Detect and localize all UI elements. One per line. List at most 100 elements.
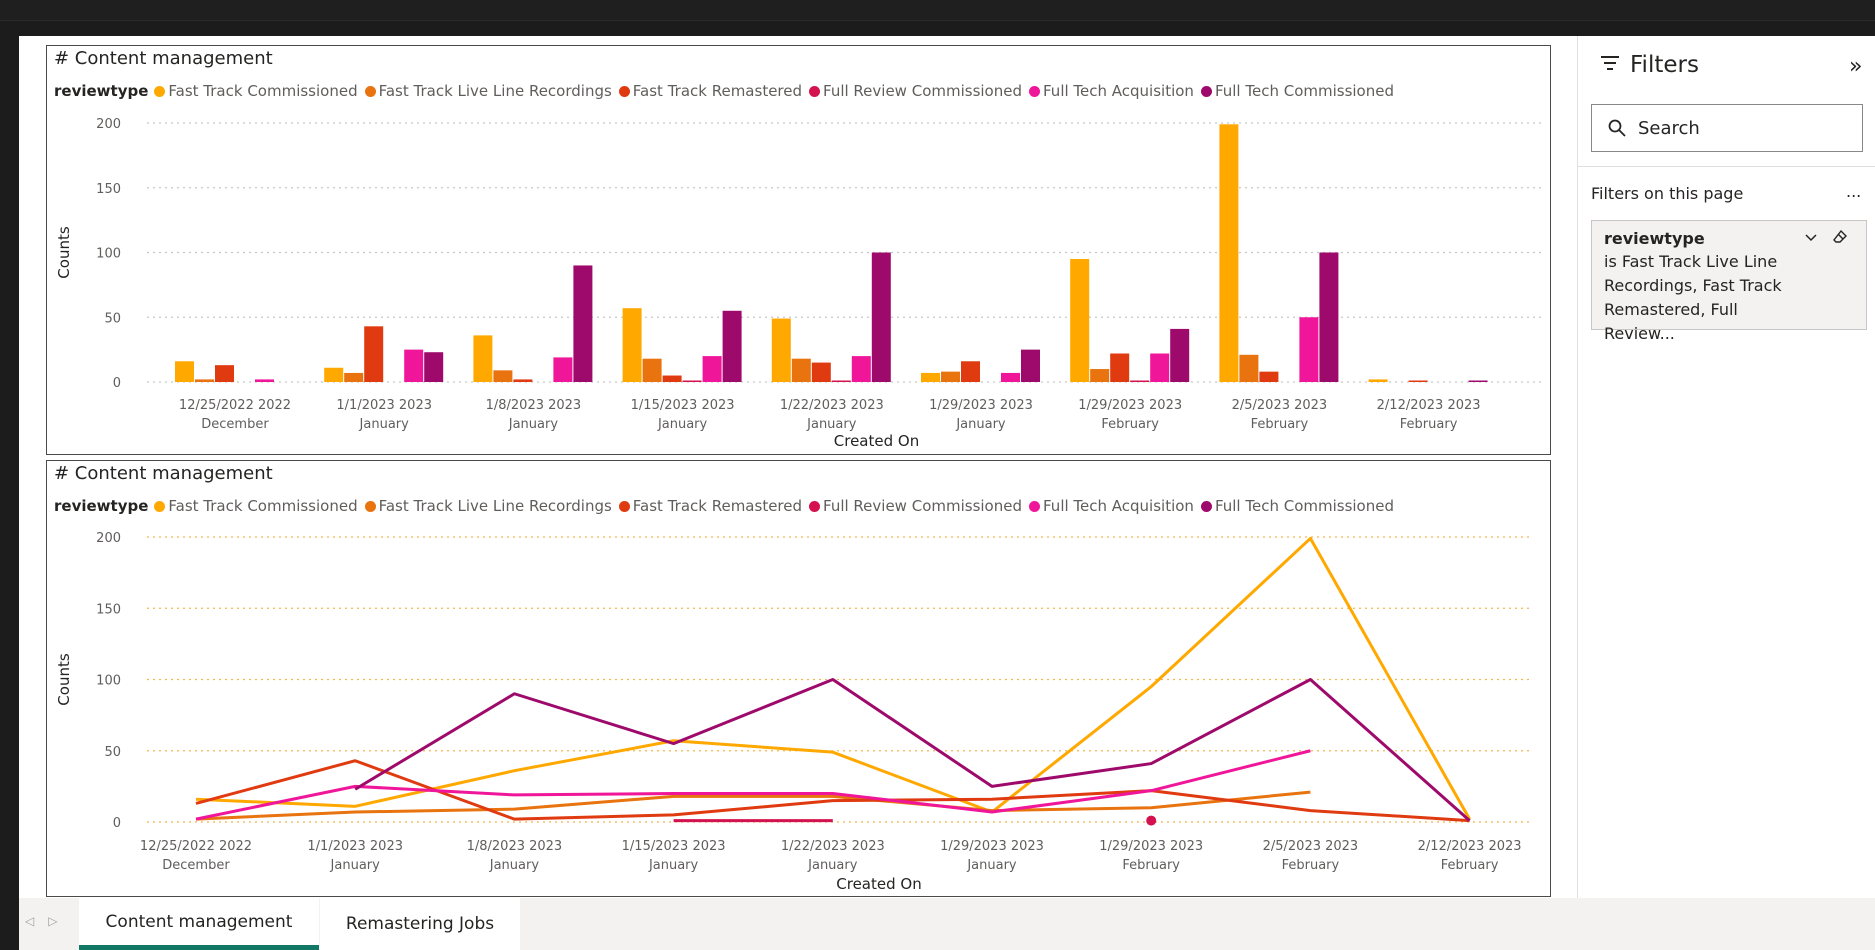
- x-tick-sublabel: January: [489, 858, 540, 873]
- filters-title: Filters: [1630, 52, 1699, 78]
- chevron-left-icon[interactable]: ◁: [25, 914, 35, 928]
- legend-title: reviewtype: [54, 497, 149, 516]
- series-line: [195, 790, 1311, 821]
- x-tick-label: 1/22/2023 2023: [780, 398, 884, 413]
- legend-label: Fast Track Remastered: [632, 82, 803, 100]
- series-line: [195, 536, 1471, 820]
- legend-item[interactable]: Full Tech Commissioned: [1200, 497, 1394, 515]
- x-tick-sublabel: January: [359, 417, 410, 432]
- filter-card-reviewtype[interactable]: reviewtype is Fast Track Live Line Recor…: [1591, 220, 1867, 343]
- x-tick-sublabel: January: [806, 417, 857, 432]
- legend-dot-icon: [1029, 500, 1040, 512]
- legend-item[interactable]: Full Review Commissioned: [809, 497, 1022, 515]
- legend-title: reviewtype: [54, 82, 149, 101]
- x-tick-label: 1/22/2023 2023: [781, 839, 885, 854]
- clear-filter-icon[interactable]: [1832, 229, 1848, 249]
- tab-content-management[interactable]: Content management: [79, 898, 319, 950]
- bar: [1368, 379, 1388, 382]
- bar: [1130, 380, 1150, 382]
- legend-label: Full Tech Acquisition: [1043, 82, 1194, 100]
- legend-item[interactable]: Fast Track Commissioned: [154, 497, 358, 515]
- series-line: [354, 678, 1471, 822]
- legend-dot-icon: [1200, 85, 1212, 97]
- chevron-down-icon[interactable]: [1804, 229, 1818, 248]
- legend-item[interactable]: Fast Track Commissioned: [154, 82, 358, 100]
- legend-item[interactable]: Full Tech Acquisition: [1029, 497, 1194, 515]
- legend-dot-icon: [154, 500, 166, 512]
- bar: [553, 357, 573, 382]
- y-tick-label: 200: [96, 117, 121, 132]
- bar: [473, 335, 493, 382]
- x-tick-sublabel: January: [955, 417, 1006, 432]
- legend-label: Full Review Commissioned: [823, 497, 1022, 515]
- legend-label: Fast Track Commissioned: [168, 497, 358, 515]
- legend-label: Fast Track Remastered: [632, 497, 803, 515]
- x-tick-sublabel: January: [807, 858, 858, 873]
- legend-label: Fast Track Commissioned: [168, 82, 358, 100]
- legend-item[interactable]: Full Tech Acquisition: [1029, 82, 1194, 100]
- bar: [1299, 317, 1319, 382]
- legend-dot-icon: [1200, 500, 1212, 512]
- legend-dot-icon: [809, 500, 821, 512]
- legend-dot-icon: [364, 85, 376, 97]
- bar: [702, 356, 722, 382]
- bar: [573, 265, 593, 382]
- x-tick-sublabel: December: [162, 858, 230, 873]
- legend-label: Full Tech Commissioned: [1214, 82, 1394, 100]
- bar: [1319, 252, 1339, 382]
- legend-dot-icon: [618, 85, 630, 97]
- x-tick-label: 1/29/2023 2023: [940, 839, 1044, 854]
- bar: [255, 379, 274, 382]
- tab-remastering-jobs[interactable]: Remastering Jobs: [320, 898, 520, 950]
- tab-scroll-arrows[interactable]: ◁ ▷: [25, 914, 57, 928]
- chart-legend: reviewtype Fast Track Commissioned Fast T…: [54, 82, 1401, 101]
- legend-label: Fast Track Live Line Recordings: [378, 82, 612, 100]
- line-chart-visual[interactable]: # Content management reviewtype Fast Tra…: [46, 460, 1551, 897]
- x-tick-label: 1/29/2023 2023: [1099, 839, 1203, 854]
- bar: [1468, 380, 1488, 382]
- legend-item[interactable]: Fast Track Remastered: [618, 497, 803, 515]
- page-tab-bar: ◁ ▷ Content management Remastering Jobs: [19, 898, 1875, 950]
- x-tick-label: 2/5/2023 2023: [1232, 398, 1328, 413]
- collapse-pane-icon[interactable]: »: [1849, 54, 1863, 79]
- x-tick-sublabel: January: [966, 858, 1017, 873]
- bar: [493, 370, 513, 382]
- y-tick-label: 0: [113, 816, 121, 831]
- bar: [961, 361, 980, 382]
- legend-item[interactable]: Fast Track Live Line Recordings: [364, 82, 612, 100]
- x-tick-sublabel: February: [1441, 858, 1499, 873]
- bar: [1070, 258, 1090, 382]
- bar: [941, 371, 960, 382]
- y-tick-label: 0: [113, 376, 121, 391]
- bar-chart-svg: 0 50 100 150 200 Counts Created On 12/25/2022 2…: [55, 117, 1542, 450]
- bar: [1110, 353, 1130, 382]
- bar-chart-visual[interactable]: # Content management reviewtype Fast Tra…: [46, 45, 1551, 455]
- x-tick-label: 1/29/2023 2023: [929, 398, 1033, 413]
- y-tick-label: 150: [96, 602, 121, 617]
- x-tick-sublabel: February: [1282, 858, 1340, 873]
- legend-item[interactable]: Full Review Commissioned: [809, 82, 1022, 100]
- y-tick-label: 100: [96, 674, 121, 689]
- filter-search-input[interactable]: [1638, 117, 1838, 139]
- y-tick-label: 100: [96, 247, 121, 262]
- x-tick-label: 1/8/2023 2023: [467, 839, 563, 854]
- x-axis-label: Created On: [836, 875, 921, 893]
- legend-item[interactable]: Fast Track Live Line Recordings: [364, 497, 612, 515]
- legend-item[interactable]: Full Tech Commissioned: [1200, 82, 1394, 100]
- more-options-button[interactable]: ...: [1846, 182, 1862, 201]
- x-tick-label: 1/15/2023 2023: [622, 839, 726, 854]
- legend-item[interactable]: Fast Track Remastered: [618, 82, 803, 100]
- filter-search-box[interactable]: [1591, 104, 1863, 152]
- bar: [871, 252, 891, 382]
- legend-dot-icon: [154, 85, 166, 97]
- legend-dot-icon: [618, 500, 630, 512]
- visual-title: # Content management: [54, 48, 273, 69]
- x-axis-label: Created On: [834, 432, 919, 450]
- x-tick-sublabel: January: [648, 858, 699, 873]
- series-line: [195, 759, 1470, 823]
- line-chart-svg: 0 50 100 150 200 Counts Created On 12/25/2022 2…: [55, 531, 1532, 893]
- window-top-bar: [0, 0, 1875, 21]
- series-line: [195, 749, 1311, 821]
- bar: [1170, 328, 1190, 382]
- chevron-right-icon[interactable]: ▷: [48, 914, 58, 928]
